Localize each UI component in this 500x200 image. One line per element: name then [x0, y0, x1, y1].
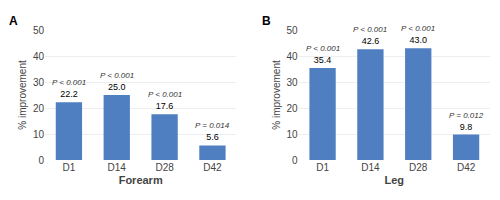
svg-text:10: 10 [33, 129, 45, 140]
svg-text:5.6: 5.6 [206, 132, 219, 142]
svg-text:50: 50 [287, 25, 299, 36]
svg-text:40: 40 [287, 51, 299, 62]
svg-text:22.2: 22.2 [60, 89, 78, 99]
svg-text:Leg: Leg [385, 174, 405, 186]
svg-text:D1: D1 [316, 162, 329, 173]
svg-text:Forearm: Forearm [119, 174, 163, 186]
svg-text:% improvement: % improvement [17, 60, 28, 130]
svg-text:D28: D28 [155, 162, 174, 173]
svg-text:20: 20 [33, 103, 45, 114]
svg-text:P < 0.001: P < 0.001 [353, 25, 387, 34]
svg-text:10: 10 [287, 129, 299, 140]
svg-text:P < 0.001: P < 0.001 [100, 71, 134, 80]
svg-text:17.6: 17.6 [156, 101, 174, 111]
svg-text:30: 30 [287, 77, 299, 88]
svg-text:0: 0 [292, 155, 298, 166]
svg-text:P < 0.001: P < 0.001 [306, 44, 340, 53]
svg-text:P = 0.012: P = 0.012 [449, 111, 484, 120]
svg-text:43.0: 43.0 [409, 35, 427, 45]
svg-text:% improvement: % improvement [271, 60, 282, 130]
svg-text:P < 0.001: P < 0.001 [52, 78, 86, 87]
svg-text:P = 0.014: P = 0.014 [195, 121, 230, 130]
svg-text:35.4: 35.4 [314, 55, 332, 65]
svg-text:P < 0.001: P < 0.001 [148, 90, 182, 99]
svg-text:D28: D28 [409, 162, 428, 173]
svg-text:9.8: 9.8 [460, 122, 473, 132]
svg-text:25.0: 25.0 [108, 82, 126, 92]
svg-text:20: 20 [287, 103, 299, 114]
svg-text:P < 0.001: P < 0.001 [401, 24, 435, 33]
svg-text:D42: D42 [457, 162, 476, 173]
svg-text:50: 50 [33, 25, 45, 36]
svg-text:D14: D14 [361, 162, 380, 173]
svg-text:D1: D1 [63, 162, 76, 173]
svg-text:0: 0 [38, 155, 44, 166]
svg-text:D42: D42 [203, 162, 222, 173]
svg-text:40: 40 [33, 51, 45, 62]
svg-text:A: A [9, 14, 18, 28]
svg-text:30: 30 [33, 77, 45, 88]
svg-text:42.6: 42.6 [362, 36, 380, 46]
svg-text:D14: D14 [108, 162, 127, 173]
svg-text:B: B [262, 14, 271, 28]
